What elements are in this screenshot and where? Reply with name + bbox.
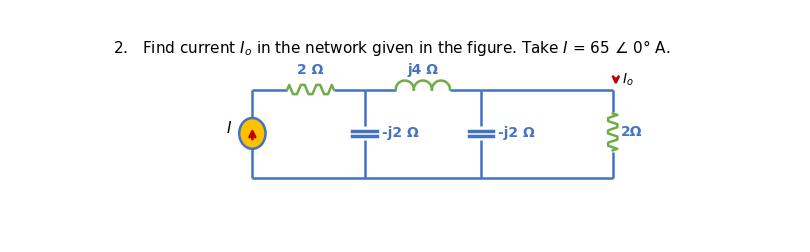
Text: 2.   Find current $I_o$ in the network given in the figure. Take $I$ = 65 $\angl: 2. Find current $I_o$ in the network giv… [113, 38, 671, 58]
Text: $I_o$: $I_o$ [622, 71, 633, 88]
Text: 2 Ω: 2 Ω [297, 63, 324, 77]
Text: j4 Ω: j4 Ω [407, 63, 438, 77]
Ellipse shape [239, 118, 266, 149]
Text: -j2 Ω: -j2 Ω [498, 127, 535, 140]
Text: I: I [226, 121, 231, 136]
Text: -j2 Ω: -j2 Ω [382, 127, 419, 140]
Text: 2Ω: 2Ω [620, 125, 642, 139]
